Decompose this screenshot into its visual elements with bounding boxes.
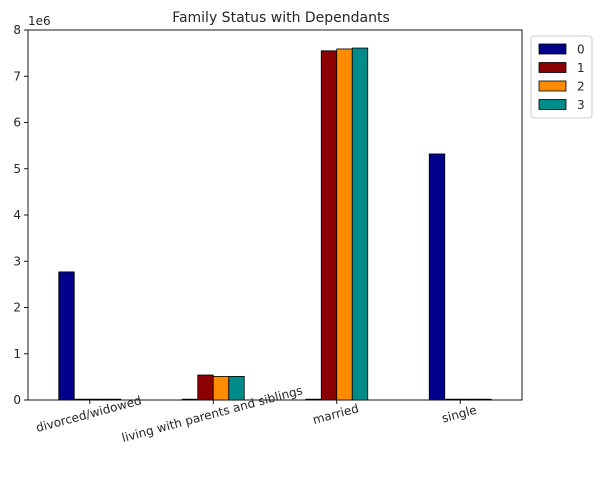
y-tick-label: 1 <box>13 347 21 361</box>
y-tick-label: 5 <box>13 162 21 176</box>
y-tick-label: 7 <box>13 69 21 83</box>
y-tick-label: 6 <box>13 116 21 130</box>
bar-divorced-widowed-series-1 <box>73 398 91 401</box>
bar-married-series-1 <box>320 50 338 401</box>
bar-living-with-parents-and-siblings-series-1 <box>197 374 214 401</box>
bar-married-series-0 <box>305 398 322 401</box>
bar-living-with-parents-and-siblings-series-3 <box>228 376 245 401</box>
legend-label: 3 <box>577 98 585 112</box>
bar-single-series-0 <box>428 153 446 401</box>
x-tick-label: single <box>440 403 478 426</box>
y-tick-label: 0 <box>13 393 21 407</box>
bar-single-series-2 <box>459 398 477 401</box>
x-tick-label: married <box>311 401 360 427</box>
bar-living-with-parents-and-siblings-series-2 <box>212 376 230 401</box>
legend-swatch-2 <box>538 80 567 92</box>
bar-married-series-2 <box>336 48 353 401</box>
legend-swatch-1 <box>538 62 567 73</box>
bar-divorced-widowed-series-2 <box>89 398 106 401</box>
bar-divorced-widowed-series-3 <box>104 398 122 401</box>
bar-single-series-1 <box>444 398 461 401</box>
y-offset-label: 1e6 <box>28 14 51 28</box>
legend: 0 1 2 3 <box>530 35 593 119</box>
legend-label: 2 <box>577 80 585 94</box>
bar-single-series-3 <box>475 398 492 401</box>
legend-box <box>530 35 593 119</box>
legend-label: 1 <box>577 61 585 75</box>
y-tick-label: 3 <box>13 254 21 268</box>
bar-divorced-widowed-series-0 <box>58 271 75 401</box>
y-tick-label: 4 <box>13 208 21 222</box>
legend-swatch-3 <box>538 99 567 110</box>
bar-married-series-3 <box>351 47 369 401</box>
bar-living-with-parents-and-siblings-series-0 <box>181 398 199 401</box>
y-tick-label: 2 <box>13 301 21 315</box>
chart-title: Family Status with Dependants <box>172 10 390 26</box>
legend-label: 0 <box>577 43 585 57</box>
plot-frame <box>27 29 523 401</box>
y-tick-label: 8 <box>13 23 21 37</box>
legend-swatch-0 <box>538 43 567 55</box>
